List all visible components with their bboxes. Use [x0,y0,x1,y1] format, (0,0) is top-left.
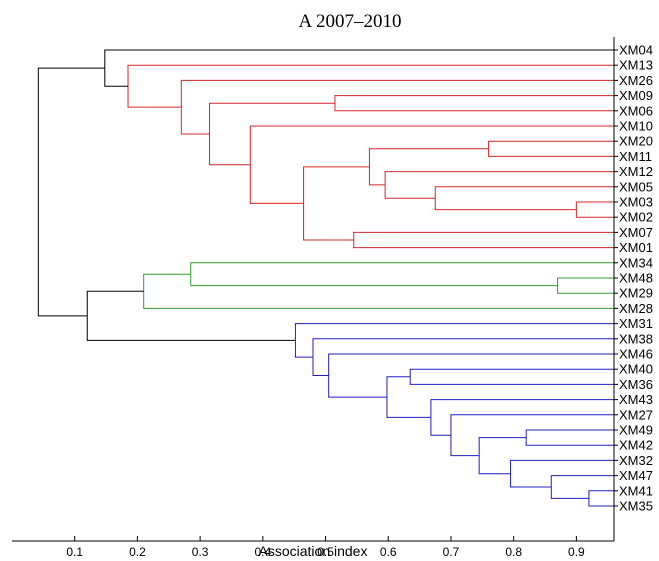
link-b8 [409,368,614,385]
leaf-label-xm04: XM04 [619,43,653,58]
leaf-label-xm31: XM31 [619,316,653,331]
leaf-label-xm49: XM49 [619,423,653,438]
leaf-label-xm07: XM07 [619,225,653,240]
link-b5 [478,437,527,475]
leaf-label-xm11: XM11 [619,149,652,164]
x-axis-label: Association index [259,543,368,559]
link-r12 [127,64,614,108]
x-tick-label: 0.1 [66,545,83,559]
leaf-label-xm42: XM42 [619,438,653,453]
link-r10 [209,102,335,166]
leaf-label-xm41: XM41 [619,483,653,498]
link-g2 [190,262,614,287]
leaf-label-xm13: XM13 [619,58,653,73]
leaf-label-xm32: XM32 [619,453,653,468]
x-tick-label: 0.4 [254,545,271,559]
leaf-label-xm28: XM28 [619,301,653,316]
leaf-label-xm46: XM46 [619,347,653,362]
leaf-label-xm34: XM34 [619,255,653,270]
link-r2 [434,186,614,211]
leaf-label-xm43: XM43 [619,392,653,407]
link-r11 [180,79,614,135]
leaf-labels: XM04XM13XM26XM09XM06XM10XM20XM11XM12XM05… [614,43,653,514]
leaf-label-xm10: XM10 [619,119,653,134]
link-r3 [384,171,614,199]
link-r7 [303,166,370,241]
link-b6 [450,414,614,457]
link-r5 [368,148,489,186]
leaf-label-xm35: XM35 [619,499,653,514]
leaf-label-xm02: XM02 [619,210,653,225]
link-b7 [430,399,614,436]
leaf-label-xm36: XM36 [619,377,653,392]
dendrogram-links [37,49,614,507]
x-tick-label: 0.5 [317,545,334,559]
link-b2 [550,475,614,499]
link-b11 [312,338,614,377]
x-tick-label: 0.3 [192,545,209,559]
leaf-label-xm03: XM03 [619,195,653,210]
x-tick-label: 0.7 [443,545,460,559]
x-tick-label: 0.2 [129,545,146,559]
link-g3 [143,273,614,309]
link-b4 [525,429,614,446]
leaf-label-xm01: XM01 [619,240,653,255]
leaf-label-xm06: XM06 [619,103,653,118]
link-k3 [37,67,105,317]
link-r8 [249,125,614,204]
link-r1 [575,201,614,218]
leaf-label-xm48: XM48 [619,271,653,286]
x-tick-label: 0.8 [505,545,522,559]
link-k2 [86,290,296,341]
x-tick-label: 0.9 [568,545,585,559]
link-b10 [328,353,614,398]
x-tick-label: 0.6 [380,545,397,559]
link-r9 [334,95,614,112]
link-b1 [588,490,614,507]
leaf-label-xm26: XM26 [619,73,653,88]
leaf-label-xm40: XM40 [619,362,653,377]
leaf-label-xm29: XM29 [619,286,653,301]
leaf-label-xm05: XM05 [619,179,653,194]
leaf-label-xm27: XM27 [619,407,653,422]
link-r6 [353,231,614,249]
link-b12 [294,323,614,358]
x-axis [12,37,615,542]
x-ticks: 0.1 0.2 0.3 0.4 0.5 0.6 0.7 0.8 0.9 [66,536,585,559]
link-b3 [510,459,614,488]
link-b9 [386,376,431,418]
leaf-label-xm09: XM09 [619,88,653,103]
leaf-label-xm20: XM20 [619,134,653,149]
leaf-label-xm47: XM47 [619,468,653,483]
link-g1 [557,277,614,294]
leaf-label-xm12: XM12 [619,164,653,179]
leaf-label-xm38: XM38 [619,331,653,346]
chart-title: A 2007–2010 [299,11,402,32]
link-r4 [488,140,614,157]
